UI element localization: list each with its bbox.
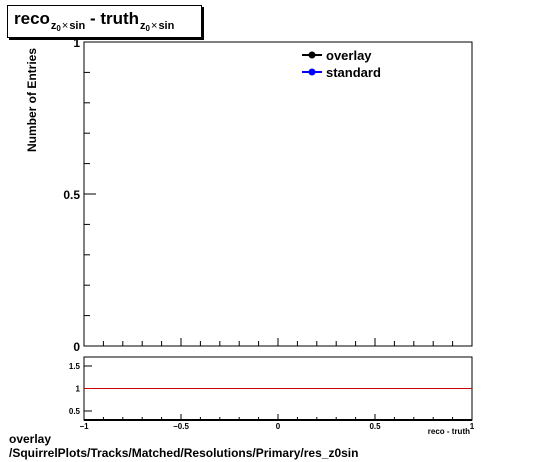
ratio-x-tick-label: 0.5 (369, 422, 381, 431)
legend: overlay standard (302, 48, 381, 80)
title-sub-fn-2: sin (158, 20, 175, 32)
title-truth: - truth (89, 9, 140, 28)
ratio-x-tick-label: 1 (470, 422, 475, 431)
main-y-ticks: 00.51 (63, 36, 473, 354)
y-axis-label: Number of Entries (25, 48, 39, 152)
x-axis-label: reco - truth (428, 427, 470, 436)
legend-marker-overlay (308, 51, 316, 59)
title-sub-times: × (61, 20, 69, 32)
ratio-y-tick-label: 0.5 (69, 407, 81, 416)
title-sub-times-2: × (151, 20, 158, 32)
ratio-x-tick-label: −0.5 (173, 422, 189, 431)
title-sub-idx: 0 (56, 24, 61, 33)
title-sub-var: z (50, 20, 57, 32)
ratio-y-tick-label: 1 (76, 385, 81, 394)
title-sub-fn: sin (69, 20, 86, 32)
legend-label-overlay: overlay (326, 48, 372, 63)
title-sub-idx-2: 0 (145, 24, 150, 33)
ratio-y-tick-label: 1.5 (69, 362, 81, 371)
main-frame (83, 41, 473, 347)
ratio-x-tick-label: −1 (79, 422, 89, 431)
footer-path: /SquirrelPlots/Tracks/Matched/Resolution… (9, 446, 359, 460)
main-y-tick-label: 1 (73, 36, 80, 50)
ratio-x-tick-label: 0 (276, 422, 281, 431)
plot-title: recoz0×sin - truthz0×sin (7, 5, 202, 38)
title-sub-var-2: z (140, 20, 146, 32)
title-reco: reco (14, 9, 50, 28)
main-y-tick-label: 0 (73, 340, 80, 354)
legend-marker-standard (308, 68, 316, 76)
main-y-tick-label: 0.5 (63, 188, 80, 202)
legend-label-standard: standard (326, 65, 381, 80)
main-plot-axes (83, 41, 473, 347)
footer-label: overlay (9, 432, 52, 446)
